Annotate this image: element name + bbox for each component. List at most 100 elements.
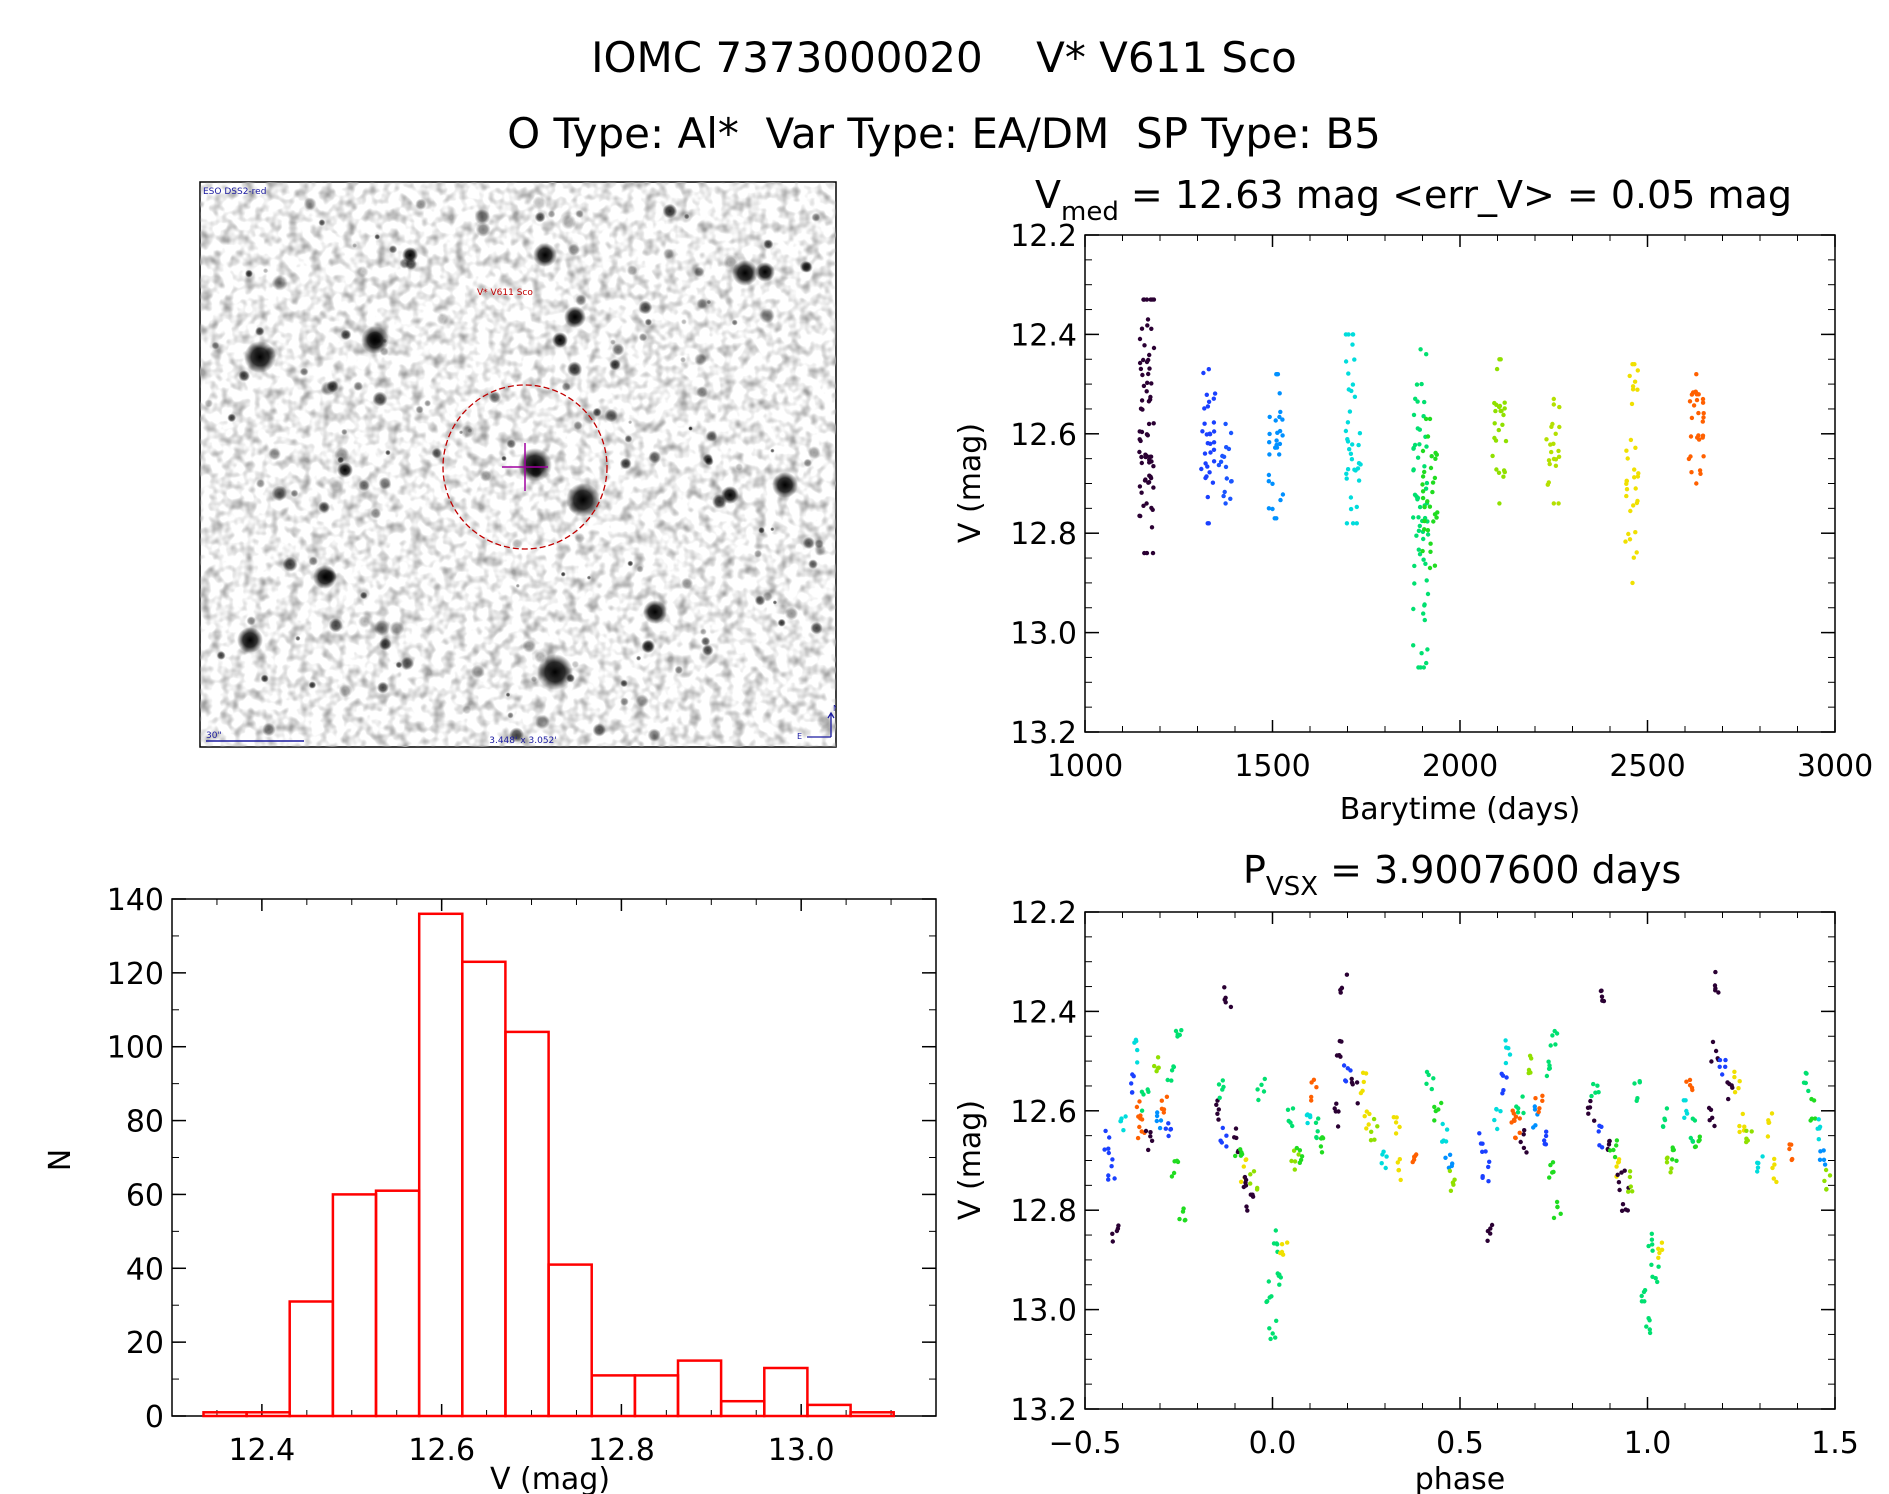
light-curve-point [1425, 647, 1430, 652]
light-curve-point [1417, 552, 1423, 557]
light-curve-point [1694, 372, 1699, 377]
finder-star [506, 439, 517, 449]
light-curve-point [1280, 492, 1286, 497]
light-curve-point [1145, 323, 1150, 328]
phase-point [1139, 1108, 1145, 1113]
histogram-bar [676, 1359, 723, 1418]
finder-star-bright [772, 472, 798, 498]
finder-star [424, 399, 432, 407]
phase-point [1299, 1154, 1305, 1159]
phase-point [1110, 1157, 1115, 1162]
phase-point [1647, 1318, 1652, 1323]
light-curve-point [1144, 432, 1150, 437]
finder-star [367, 331, 383, 347]
phase-point [1713, 1048, 1719, 1054]
phase-point [1614, 1143, 1619, 1148]
phase-point [1821, 1148, 1826, 1153]
finder-target-label: V* V611 Sco [477, 288, 533, 298]
phase-point [1710, 1039, 1716, 1045]
phase-point [1755, 1169, 1760, 1174]
finder-star [341, 428, 348, 436]
phase-point [1355, 1101, 1360, 1106]
light-curve-point [1416, 528, 1422, 533]
light-curve-point [1430, 480, 1436, 485]
phase-point [1367, 1111, 1372, 1117]
light-curve-point [1274, 445, 1280, 450]
phase-point [1393, 1131, 1399, 1136]
light-curve-point [1420, 448, 1426, 454]
phase-point [1375, 1124, 1380, 1129]
finder-star [586, 575, 592, 580]
light-curve-point [1137, 336, 1143, 342]
finder-star [560, 571, 566, 577]
finder-star [509, 727, 524, 743]
light-curve-point [1424, 444, 1429, 449]
histogram-bar [633, 1374, 680, 1418]
phase-point [1344, 972, 1350, 977]
light-curve-point [1202, 421, 1207, 426]
finder-star [535, 714, 550, 730]
finder-sky-background [200, 182, 836, 747]
light-curve-point [1688, 454, 1693, 459]
light-curve-point [1632, 467, 1637, 472]
finder-star [404, 257, 417, 270]
light-curve-point [1423, 416, 1429, 422]
finder-star [378, 476, 392, 490]
phase-point [1396, 1167, 1402, 1173]
phase-point [1682, 1115, 1687, 1121]
finder-star-bright [237, 627, 263, 653]
phase-point [1550, 1033, 1555, 1038]
phase-point [1163, 1126, 1169, 1131]
phase-point [1806, 1088, 1811, 1094]
phase-point [1504, 1075, 1509, 1080]
histogram-ytick-label: 40 [126, 1252, 164, 1287]
phase-point [1623, 1207, 1628, 1212]
finder-star [592, 723, 606, 737]
phase-point [1216, 1117, 1221, 1122]
phase-point [1520, 1094, 1525, 1099]
light-curve-point [1149, 381, 1154, 386]
phase-point [1684, 1111, 1690, 1116]
light-curve-point [1277, 452, 1282, 457]
phase-point [1669, 1166, 1674, 1171]
phase-point [1732, 1074, 1737, 1080]
phase-point [1642, 1288, 1648, 1293]
phase-point [1248, 1172, 1253, 1177]
light-curve-point [1146, 399, 1152, 404]
light-curve-point [1550, 421, 1555, 427]
light-curve-point [1418, 347, 1423, 352]
light-curve-point [1274, 516, 1279, 521]
light-curve-point [1221, 493, 1226, 499]
light-curve-point [1556, 501, 1561, 506]
phase-point [1139, 1117, 1145, 1122]
target-circle [442, 384, 608, 550]
finder-star [811, 212, 821, 222]
phase-point [1732, 1069, 1737, 1075]
light-curve-point [1144, 550, 1150, 556]
light-curve-point [1146, 480, 1152, 485]
phase-point [1335, 1124, 1341, 1129]
phase-point [1451, 1182, 1456, 1187]
light-curve-point [1149, 525, 1155, 530]
phase-point [1261, 1089, 1267, 1094]
phase-point [1315, 1129, 1320, 1134]
phase-point [1314, 1085, 1319, 1090]
finder-star [488, 391, 502, 404]
light-curve-point [1431, 519, 1436, 524]
phase-point [1615, 1160, 1621, 1165]
phase-point [1632, 1081, 1637, 1086]
phase-point [1221, 1084, 1226, 1090]
light-curve-point [1343, 428, 1349, 434]
finder-star [610, 339, 616, 345]
finder-star [352, 243, 358, 248]
finder-star [532, 195, 547, 210]
light-curve-point [1147, 352, 1152, 358]
phase-point [1477, 1131, 1482, 1136]
phase-point [1149, 1138, 1155, 1144]
light-curve-point [1412, 581, 1417, 586]
phase-point [1809, 1096, 1814, 1102]
finder-star [620, 697, 629, 706]
phase-point [1642, 1299, 1647, 1304]
finder-star-bright [564, 306, 586, 328]
light-curve-point [1138, 438, 1143, 444]
